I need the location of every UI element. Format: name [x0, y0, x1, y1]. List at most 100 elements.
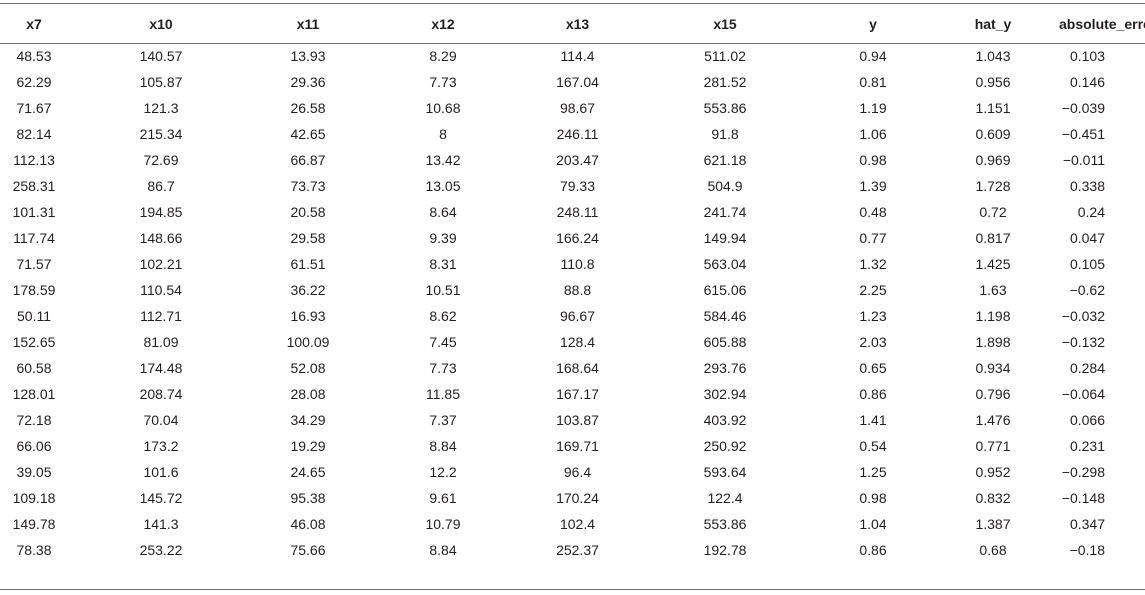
cell-x15: 281.52 [703, 74, 747, 90]
cell-x13: 246.11 [556, 126, 599, 142]
cell-x10: 141.3 [143, 516, 179, 532]
column-header-y: y [869, 15, 877, 32]
cell-x7: 48.53 [16, 48, 52, 64]
cell-hat-y: 0.68 [979, 542, 1007, 558]
cell-absolute-error: −0.451 [1061, 126, 1105, 142]
cell-absolute-error: 0.103 [1069, 48, 1105, 64]
cell-x10: 81.09 [143, 334, 179, 350]
cell-x11: 42.65 [290, 126, 326, 142]
cell-x12: 7.37 [429, 412, 457, 428]
cell-x11: 26.58 [290, 100, 326, 116]
cell-y: 0.86 [859, 386, 887, 402]
cell-x11: 100.09 [286, 334, 330, 350]
cell-hat-y: 1.043 [975, 48, 1011, 64]
bottom-rule [0, 589, 1145, 590]
cell-x12: 11.85 [426, 386, 460, 402]
column-header-hat-y: hat_y [974, 15, 1012, 32]
table-row: 82.14 215.34 42.65 8 246.11 91.8 1.06 0.609 −0.4… [0, 121, 1145, 147]
cell-x12: 7.73 [429, 74, 457, 90]
cell-absolute-error: −0.298 [1061, 464, 1105, 480]
cell-x13: 167.04 [556, 74, 599, 90]
header-row: x7 x10 x11 x12 x13 x15 y hat_y absolute_… [0, 4, 1145, 43]
cell-x15: 403.92 [703, 412, 747, 428]
cell-y: 1.41 [859, 412, 887, 428]
cell-x15: 584.46 [703, 308, 747, 324]
cell-absolute-error: 0.338 [1069, 178, 1105, 194]
table-row: 152.65 81.09 100.09 7.45 128.4 605.88 2.03 1.89… [0, 329, 1145, 355]
cell-y: 1.19 [859, 100, 887, 116]
cell-x12: 8 [439, 126, 447, 142]
cell-x13: 168.64 [556, 360, 599, 376]
cell-x15: 605.88 [703, 334, 747, 350]
cell-x10: 110.54 [140, 282, 182, 298]
cell-x11: 36.22 [290, 282, 326, 298]
cell-absolute-error: −0.18 [1069, 542, 1105, 558]
cell-x15: 241.74 [703, 204, 747, 220]
cell-x11: 29.58 [290, 230, 326, 246]
cell-x7: 72.18 [16, 412, 52, 428]
cell-x10: 121.3 [143, 100, 179, 116]
cell-x7: 82.14 [16, 126, 52, 142]
cell-x10: 194.85 [139, 204, 183, 220]
cell-x12: 8.84 [429, 542, 457, 558]
cell-x13: 103.87 [556, 412, 599, 428]
cell-x7: 66.06 [16, 438, 52, 454]
cell-x11: 73.73 [290, 178, 326, 194]
cell-hat-y: 1.728 [975, 178, 1011, 194]
cell-y: 1.32 [859, 256, 887, 272]
cell-x11: 61.51 [290, 256, 326, 272]
cell-x11: 20.58 [290, 204, 326, 220]
table-row: 149.78 141.3 46.08 10.79 102.4 553.86 1.04 1.38… [0, 511, 1145, 537]
cell-absolute-error: −0.148 [1061, 490, 1105, 506]
cell-x7: 60.58 [16, 360, 52, 376]
cell-y: 0.98 [859, 152, 887, 168]
cell-x15: 192.78 [703, 542, 747, 558]
header-rule [0, 43, 1145, 44]
table-body: 48.53 140.57 13.93 8.29 114.4 511.02 0.94 1.043… [0, 43, 1145, 563]
cell-x15: 250.92 [703, 438, 747, 454]
cell-hat-y: 0.934 [975, 360, 1011, 376]
cell-absolute-error: 0.24 [1077, 204, 1105, 220]
cell-hat-y: 0.72 [979, 204, 1007, 220]
cell-x7: 62.29 [16, 74, 52, 90]
cell-x10: 253.22 [139, 542, 183, 558]
cell-x15: 553.86 [703, 516, 747, 532]
cell-x11: 29.36 [290, 74, 326, 90]
cell-absolute-error: 0.231 [1069, 438, 1105, 454]
cell-x7: 109.18 [12, 490, 56, 506]
cell-x7: 178.59 [12, 282, 56, 298]
cell-x10: 148.66 [139, 230, 183, 246]
cell-x15: 563.04 [703, 256, 747, 272]
cell-x10: 145.72 [139, 490, 183, 506]
cell-absolute-error: −0.011 [1062, 152, 1105, 168]
cell-absolute-error: 0.047 [1069, 230, 1105, 246]
cell-x13: 88.8 [563, 282, 592, 298]
cell-x13: 167.17 [556, 386, 599, 402]
cell-hat-y: 1.387 [975, 516, 1011, 532]
cell-x13: 96.4 [563, 464, 592, 480]
cell-x12: 10.51 [425, 282, 461, 298]
cell-x7: 112.13 [13, 152, 55, 168]
cell-x15: 302.94 [703, 386, 747, 402]
cell-x10: 102.21 [139, 256, 183, 272]
cell-x12: 8.31 [429, 256, 457, 272]
cell-absolute-error: 0.284 [1069, 360, 1105, 376]
cell-hat-y: 0.969 [975, 152, 1011, 168]
cell-x12: 13.05 [425, 178, 461, 194]
cell-hat-y: 0.817 [975, 230, 1011, 246]
cell-y: 0.77 [859, 230, 887, 246]
cell-x13: 98.67 [559, 100, 596, 116]
cell-x12: 9.61 [429, 490, 457, 506]
cell-x13: 252.37 [556, 542, 599, 558]
cell-x12: 8.62 [429, 308, 457, 324]
cell-x13: 96.67 [559, 308, 596, 324]
cell-x11: 28.08 [290, 386, 326, 402]
cell-x13: 114.4 [560, 48, 595, 64]
table-row: 60.58 174.48 52.08 7.73 168.64 293.76 0.65 0.93… [0, 355, 1145, 381]
table-row: 178.59 110.54 36.22 10.51 88.8 615.06 2.25 1.63… [0, 277, 1145, 303]
cell-x15: 593.64 [703, 464, 747, 480]
table-row: 48.53 140.57 13.93 8.29 114.4 511.02 0.94 1.043… [0, 43, 1145, 69]
cell-x11: 66.87 [290, 152, 326, 168]
table-row: 258.31 86.7 73.73 13.05 79.33 504.9 1.39 1.728 0… [0, 173, 1145, 199]
